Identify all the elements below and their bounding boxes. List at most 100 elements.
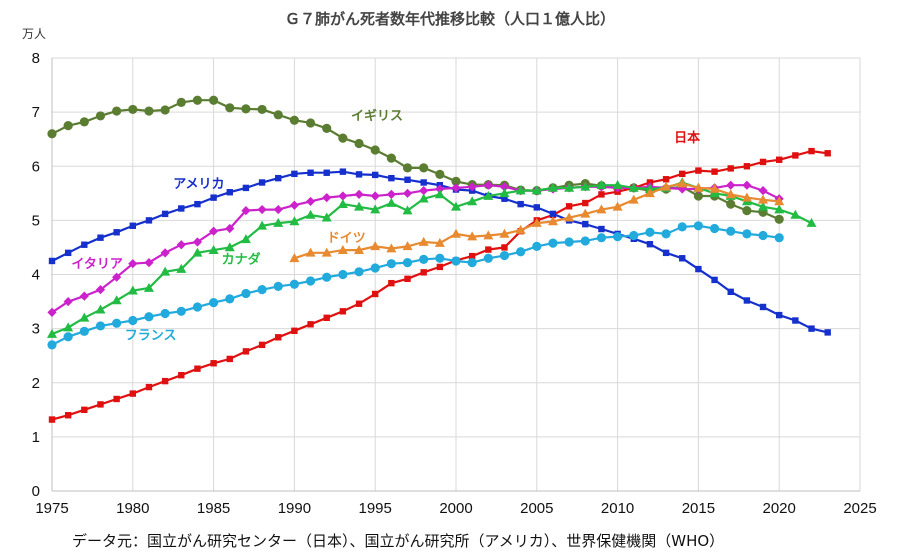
data-point — [226, 355, 233, 363]
data-point — [792, 317, 799, 324]
data-point — [241, 104, 251, 114]
data-point — [467, 196, 478, 206]
data-point — [208, 244, 219, 254]
y-tick-label: 2 — [32, 375, 40, 392]
data-point — [580, 181, 591, 191]
x-tick-label: 2015 — [682, 500, 715, 517]
data-point — [419, 254, 429, 264]
data-point — [370, 145, 380, 155]
x-tick-label: 1995 — [359, 500, 392, 517]
series-line — [51, 224, 780, 346]
series-1 — [48, 147, 831, 423]
data-point — [97, 401, 104, 408]
data-point — [127, 285, 138, 295]
data-point — [291, 327, 298, 334]
data-point — [404, 275, 411, 283]
data-point — [47, 129, 57, 139]
data-point — [305, 196, 316, 207]
data-point — [483, 190, 494, 200]
data-point — [419, 163, 429, 173]
data-point — [483, 180, 493, 190]
y-tick-label: 5 — [32, 212, 40, 229]
data-point — [48, 416, 56, 423]
data-point — [532, 241, 542, 251]
series-label: イギリス — [351, 108, 403, 124]
data-point — [354, 244, 365, 254]
data-point — [307, 169, 314, 176]
data-point — [644, 188, 655, 198]
data-point — [565, 203, 573, 210]
data-point — [47, 340, 57, 350]
series-2 — [48, 168, 831, 336]
data-point — [79, 326, 89, 336]
data-point — [275, 174, 282, 182]
data-point — [582, 199, 589, 207]
data-point — [63, 322, 74, 332]
data-point — [386, 197, 397, 207]
data-point — [322, 123, 332, 133]
data-point — [224, 242, 235, 252]
data-point — [47, 307, 57, 317]
data-point — [81, 241, 88, 248]
data-point — [79, 312, 90, 322]
data-point — [776, 311, 783, 319]
data-point — [677, 222, 687, 232]
data-point — [564, 212, 575, 222]
x-tick-label: 2000 — [439, 500, 472, 517]
data-point — [726, 226, 736, 236]
data-point — [662, 249, 670, 257]
data-point — [372, 290, 379, 298]
data-point — [501, 195, 508, 202]
x-tick-label: 2010 — [601, 500, 634, 517]
data-point — [160, 266, 171, 276]
data-point — [451, 228, 461, 238]
data-point — [547, 182, 558, 192]
data-point — [64, 249, 72, 257]
data-point — [418, 236, 429, 246]
x-tick-label: 1985 — [197, 500, 230, 517]
data-point — [596, 204, 607, 214]
data-point — [275, 334, 282, 341]
data-point — [112, 106, 122, 116]
data-point — [727, 288, 734, 296]
data-point — [612, 179, 623, 189]
data-point — [564, 182, 575, 192]
data-point — [289, 253, 300, 263]
data-point — [758, 186, 768, 196]
data-point — [531, 217, 542, 227]
chart-title: Ｇ７肺がん死者数年代推移比較（人口１億人比） — [285, 10, 615, 28]
data-point — [176, 306, 186, 316]
series-6 — [47, 221, 784, 350]
data-point — [451, 183, 461, 193]
data-point — [695, 265, 702, 273]
data-point — [436, 263, 444, 271]
data-point — [323, 314, 330, 321]
data-point — [257, 285, 267, 295]
data-point — [774, 214, 784, 224]
data-point — [323, 169, 330, 176]
data-point — [354, 138, 364, 149]
y-tick-label: 7 — [32, 104, 40, 121]
data-point — [63, 296, 73, 307]
data-point — [742, 180, 752, 190]
data-point — [178, 205, 185, 212]
data-point — [774, 196, 785, 206]
data-point — [192, 95, 203, 105]
data-point — [499, 188, 510, 198]
data-point — [679, 170, 686, 178]
data-point — [273, 217, 284, 227]
data-point — [63, 121, 73, 131]
data-point — [451, 176, 461, 187]
data-point — [322, 193, 332, 203]
data-point — [693, 191, 704, 201]
data-point — [321, 247, 332, 257]
y-tick-label: 0 — [32, 483, 40, 500]
data-point — [242, 348, 250, 355]
x-tick-label: 2005 — [520, 500, 553, 517]
x-tick-label: 2025 — [843, 500, 876, 517]
x-tick-label: 1975 — [35, 500, 68, 517]
data-point — [662, 176, 670, 183]
data-point — [354, 267, 364, 277]
data-point — [242, 184, 250, 192]
